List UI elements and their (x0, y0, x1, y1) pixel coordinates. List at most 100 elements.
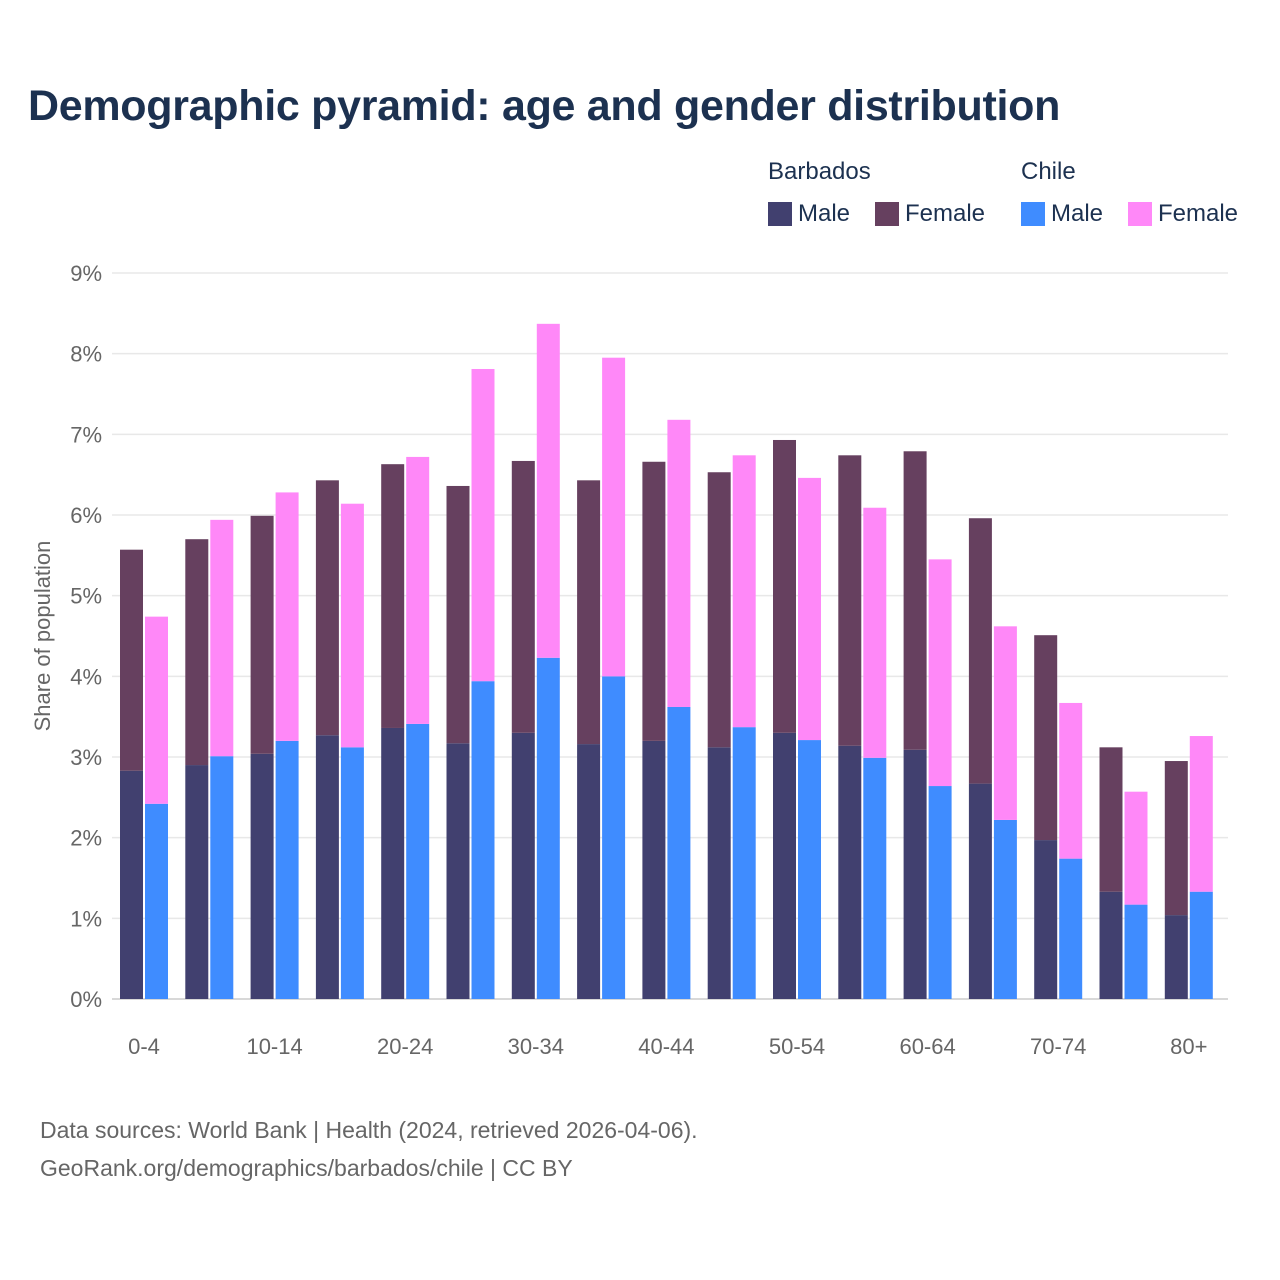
bar-barbados-female-40-44 (642, 461, 666, 741)
y-axis-label: Share of population (30, 541, 55, 732)
legend-barbados-male: Male (768, 200, 850, 228)
bar-barbados-female-75-79 (1099, 747, 1123, 892)
bar-chile-female-50-54 (798, 477, 821, 741)
source-url: GeoRank.org/demographics/barbados/chile … (40, 1155, 573, 1181)
bar-chile-female-15-19 (340, 503, 364, 748)
bar-chile-male-65-69 (993, 819, 1017, 999)
legend-label: Male (798, 200, 851, 227)
bar-chile-female-45-49 (732, 455, 756, 728)
bar-barbados-female-60-64 (903, 451, 927, 750)
y-tick-label: 0% (70, 987, 102, 1012)
bar-barbados-male-20-24 (381, 727, 405, 999)
bar-barbados-male-40-44 (642, 740, 666, 999)
y-tick-label: 8% (70, 342, 102, 367)
bar-chile-male-25-29 (471, 681, 495, 999)
bar-chile-male-20-24 (406, 723, 430, 999)
bar-barbados-male-80+ (1164, 915, 1188, 999)
bar-chile-female-60-64 (928, 559, 952, 787)
bar-barbados-female-5-9 (185, 539, 209, 766)
chart-title: Demographic pyramid: age and gender dist… (28, 82, 1061, 130)
bar-barbados-male-15-19 (315, 735, 339, 999)
bar-barbados-male-65-69 (968, 783, 992, 999)
bar-barbados-male-10-14 (250, 753, 274, 999)
bar-chile-female-5-9 (210, 519, 234, 757)
source-text: Data sources: World Bank | Health (2024,… (40, 1117, 698, 1143)
bar-chile-male-35-39 (602, 676, 626, 999)
bar-barbados-male-60-64 (903, 749, 927, 999)
bar-chile-female-40-44 (667, 419, 691, 707)
bar-barbados-male-75-79 (1099, 891, 1123, 999)
bar-chile-female-75-79 (1124, 791, 1148, 905)
legend-chile-male: Male (1021, 200, 1103, 228)
bar-barbados-female-45-49 (707, 472, 731, 748)
bar-chile-male-0-4 (145, 803, 168, 999)
bar-barbados-male-35-39 (577, 744, 601, 999)
y-tick-label: 6% (70, 503, 102, 528)
y-tick-label: 4% (70, 664, 102, 689)
legend-barbados-female: Female (875, 200, 985, 228)
x-tick-label: 60-64 (899, 1034, 955, 1059)
bar-chile-male-45-49 (732, 727, 756, 999)
bar-chile-female-80+ (1189, 736, 1213, 892)
bar-chile-female-65-69 (993, 626, 1017, 820)
bar-chile-male-5-9 (210, 756, 234, 999)
bar-barbados-female-70-74 (1034, 635, 1058, 841)
bar-chile-female-70-74 (1059, 702, 1083, 859)
bar-barbados-male-30-34 (511, 732, 535, 999)
bar-barbados-female-30-34 (511, 460, 535, 733)
x-tick-label: 80+ (1170, 1034, 1207, 1059)
bar-chile-male-40-44 (667, 706, 691, 999)
x-tick-label: 40-44 (638, 1034, 694, 1059)
bar-chile-male-70-74 (1059, 858, 1083, 999)
bar-chile-female-25-29 (471, 368, 495, 682)
y-tick-label: 9% (70, 261, 102, 286)
bar-chile-female-35-39 (602, 357, 626, 677)
legend-label: Female (1158, 200, 1239, 227)
x-tick-label: 10-14 (246, 1034, 302, 1059)
bar-barbados-female-50-54 (773, 439, 796, 733)
legend-swatch (768, 202, 792, 226)
bar-barbados-male-55-59 (838, 745, 862, 999)
bar-chile-female-20-24 (406, 456, 430, 724)
bar-chile-male-15-19 (340, 747, 364, 999)
bar-barbados-female-10-14 (250, 515, 274, 754)
bar-barbados-male-5-9 (185, 765, 209, 999)
x-tick-label: 50-54 (769, 1034, 825, 1059)
y-tick-label: 7% (70, 422, 102, 447)
legend-chile-female: Female (1128, 200, 1238, 228)
x-tick-label: 30-34 (508, 1034, 564, 1059)
bar-barbados-male-0-4 (120, 770, 143, 999)
bar-barbados-male-70-74 (1034, 840, 1058, 999)
bar-barbados-female-80+ (1164, 761, 1188, 916)
bar-barbados-male-25-29 (446, 743, 470, 999)
bar-barbados-female-55-59 (838, 455, 862, 746)
bar-chile-male-75-79 (1124, 904, 1148, 999)
y-tick-label: 1% (70, 906, 102, 931)
legend-label: Male (1051, 200, 1104, 227)
y-tick-label: 2% (70, 826, 102, 851)
legend-heading-barbados: Barbados (768, 158, 871, 185)
bar-chile-female-0-4 (145, 616, 168, 804)
legend-heading-chile: Chile (1021, 158, 1076, 185)
legend-swatch (1021, 202, 1045, 226)
bar-barbados-female-35-39 (577, 480, 601, 745)
bar-barbados-female-0-4 (120, 549, 143, 771)
x-tick-label: 70-74 (1030, 1034, 1086, 1059)
legend-swatch (875, 202, 899, 226)
bar-barbados-female-15-19 (315, 480, 339, 736)
bar-chile-female-30-34 (536, 323, 560, 658)
bar-chile-male-55-59 (863, 757, 887, 999)
bar-chile-male-50-54 (798, 740, 821, 999)
legend-label: Female (905, 200, 986, 227)
bar-chile-male-30-34 (536, 657, 560, 999)
bar-chile-female-10-14 (275, 492, 299, 741)
bar-chile-female-55-59 (863, 507, 887, 758)
bar-barbados-female-65-69 (968, 518, 992, 784)
bar-chile-male-80+ (1189, 891, 1213, 999)
legend-swatch (1128, 202, 1152, 226)
y-tick-label: 5% (70, 584, 102, 609)
bar-barbados-male-45-49 (707, 747, 731, 999)
bar-barbados-female-20-24 (381, 464, 405, 728)
bar-barbados-female-25-29 (446, 485, 470, 744)
